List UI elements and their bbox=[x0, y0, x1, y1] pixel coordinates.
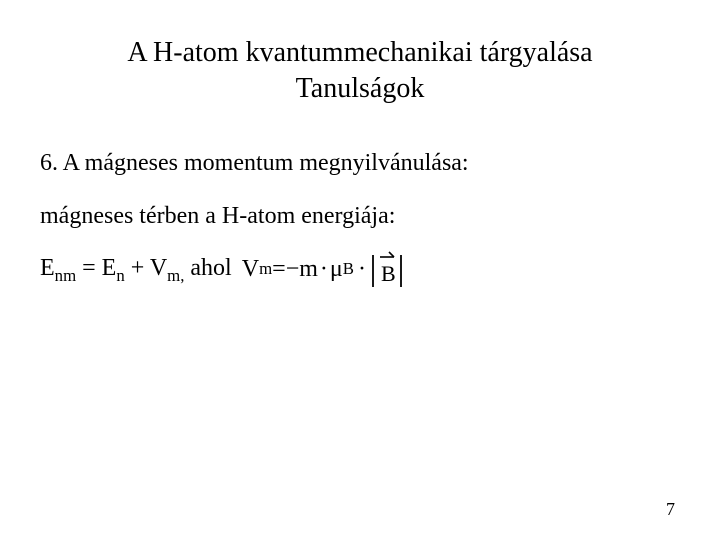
content-line-2: mágneses térben a H-atom energiája: bbox=[40, 196, 680, 237]
equation-left: Enm = En + Vm, ahol bbox=[40, 248, 232, 290]
slide: A H-atom kvantummechanikai tárgyalása Ta… bbox=[0, 0, 720, 540]
title-line-2: Tanulságok bbox=[296, 73, 425, 104]
formula-vm: Vm = −m·μB· B bbox=[242, 249, 404, 291]
slide-content: 6. A mágneses momentum megnyilvánulása: … bbox=[40, 143, 680, 291]
slide-title: A H-atom kvantummechanikai tárgyalása Ta… bbox=[40, 35, 680, 108]
title-line-1: A H-atom kvantummechanikai tárgyalása bbox=[127, 37, 592, 68]
content-line-1: 6. A mágneses momentum megnyilvánulása: bbox=[40, 143, 680, 184]
content-line-3: Enm = En + Vm, ahol Vm = −m·μB· B bbox=[40, 248, 680, 290]
vector-b-icon: B bbox=[370, 249, 404, 291]
svg-text:B: B bbox=[381, 261, 396, 286]
page-number: 7 bbox=[666, 499, 675, 520]
